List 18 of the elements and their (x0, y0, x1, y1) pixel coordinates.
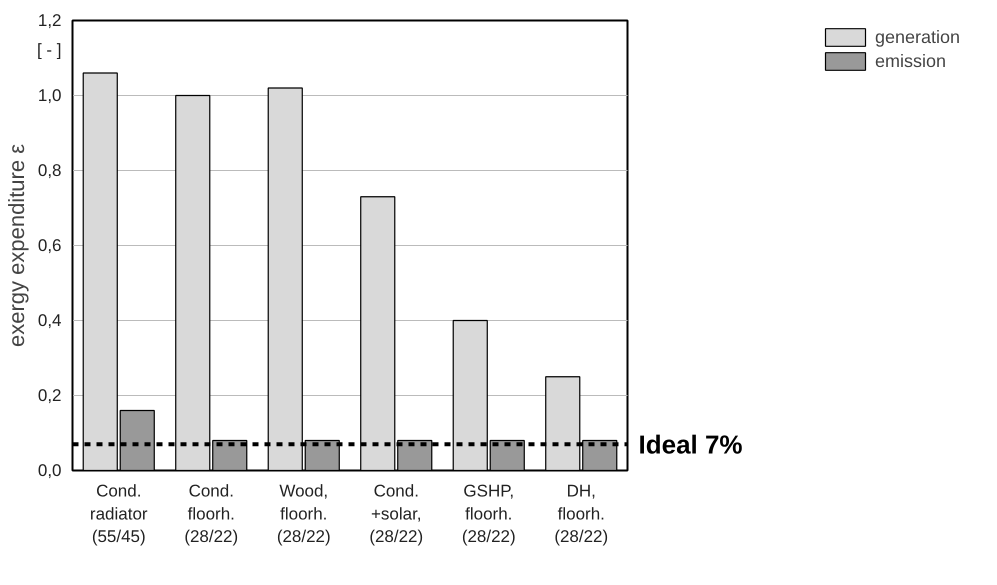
x-tick-label: Wood, floorh. (28/22) (276, 482, 331, 546)
y-tick-label: 0,2 (38, 386, 62, 405)
legend-label: generation (874, 26, 960, 48)
ref-line-label: Ideal 7% (638, 429, 743, 460)
x-tick-label: Cond. floorh. (28/22) (184, 482, 238, 546)
text: [ - ] (36, 40, 62, 60)
y-tick-label: 0,4 (38, 311, 62, 330)
y-tick-label: 0,6 (38, 236, 62, 255)
x-tick-label: DH, floorh. (28/22) (554, 482, 608, 546)
y-axis-title: exergy expenditure ε (4, 144, 29, 348)
y-tick-label: 0,8 (38, 161, 62, 180)
x-tick-label: Cond. +solar, (28/22) (369, 482, 424, 546)
legend-label: emission (874, 50, 946, 72)
y-tick-label: 1,2 (38, 11, 62, 30)
x-tick-label: GSHP, floorh. (28/22) (462, 482, 516, 546)
x-tick-label: Cond. radiator (55/45) (90, 482, 148, 546)
y-tick-label: 0,0 (38, 461, 62, 480)
y-tick-label: 1,0 (38, 86, 62, 105)
